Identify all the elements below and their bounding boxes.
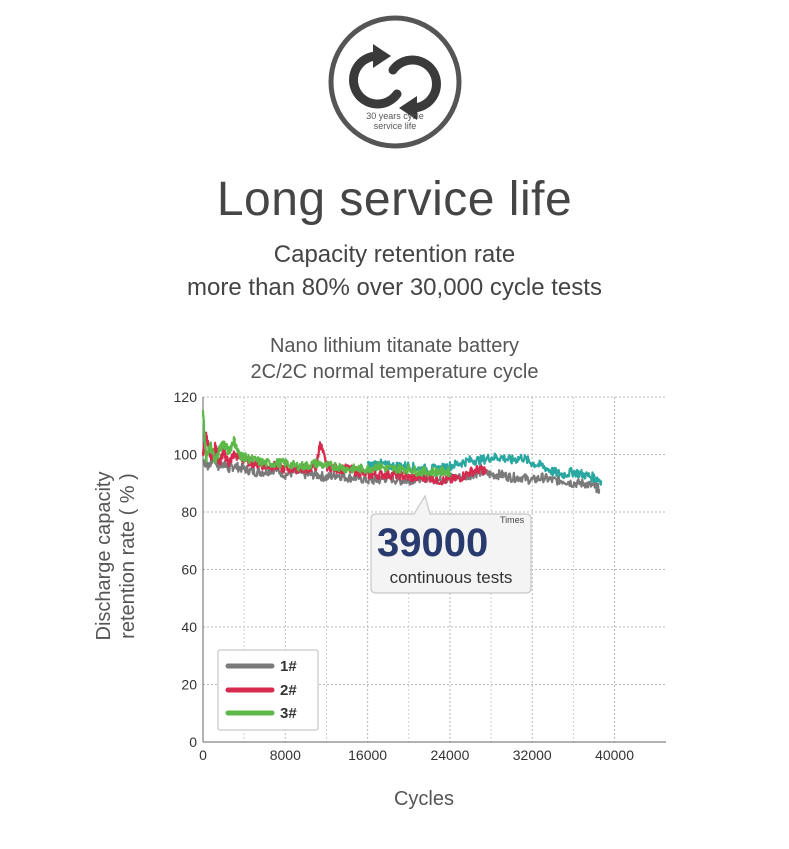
subtitle-line-2: more than 80% over 30,000 cycle tests [187,274,602,301]
y-tick-label-4: 80 [181,504,197,520]
badge-line-2: service life [373,121,417,131]
y-tick-labels: 0 20 40 60 80 100 120 [174,389,198,750]
x-tick-label-3: 24000 [430,747,469,763]
y-tick-label-6: 120 [174,389,198,405]
cycle-logo-badge [328,15,462,149]
callout-text: continuous tests [390,568,513,587]
badge-line-1: 30 years cycle [366,111,424,121]
legend-label-2: 2# [280,682,297,699]
y-tick-label-1: 20 [181,677,197,693]
x-tick-labels: 0 8000 16000 24000 32000 40000 [199,747,634,763]
chart-title-line-2: 2C/2C normal temperature cycle [250,361,539,383]
subtitle-line-1: Capacity retention rate [273,241,516,268]
callout-unit: Times [500,515,525,525]
chart-grid [203,396,666,742]
y-tick-label-3: 60 [181,562,197,578]
chart-legend: 1# 2# 3# [217,649,319,731]
callout-number: 39000 [377,521,488,565]
cycle-arrows-icon [349,51,441,113]
x-tick-label-4: 32000 [513,747,552,763]
y-axis-label-line-2: retention rate ( % ) [117,473,139,639]
chart-series [201,410,603,494]
x-tick-label-5: 40000 [595,747,634,763]
y-tick-label-0: 0 [189,734,197,750]
y-tick-label-2: 40 [181,619,197,635]
series-line-3 [201,410,451,478]
y-axis-label-line-1: Discharge capacity [93,472,115,641]
chart-title-line-1: Nano lithium titanate battery [269,335,520,357]
legend-label-1: 1# [280,658,297,675]
legend-label-3: 3# [280,705,297,722]
x-tick-label-1: 8000 [270,747,301,763]
x-tick-label-0: 0 [199,747,207,763]
series-line-2 [201,431,487,486]
y-tick-label-5: 100 [174,447,198,463]
x-axis-label: Cycles [394,788,454,810]
page-headline: Long service life [216,173,573,226]
x-tick-label-2: 16000 [348,747,387,763]
callout-box: 39000 Times continuous tests [370,494,532,594]
